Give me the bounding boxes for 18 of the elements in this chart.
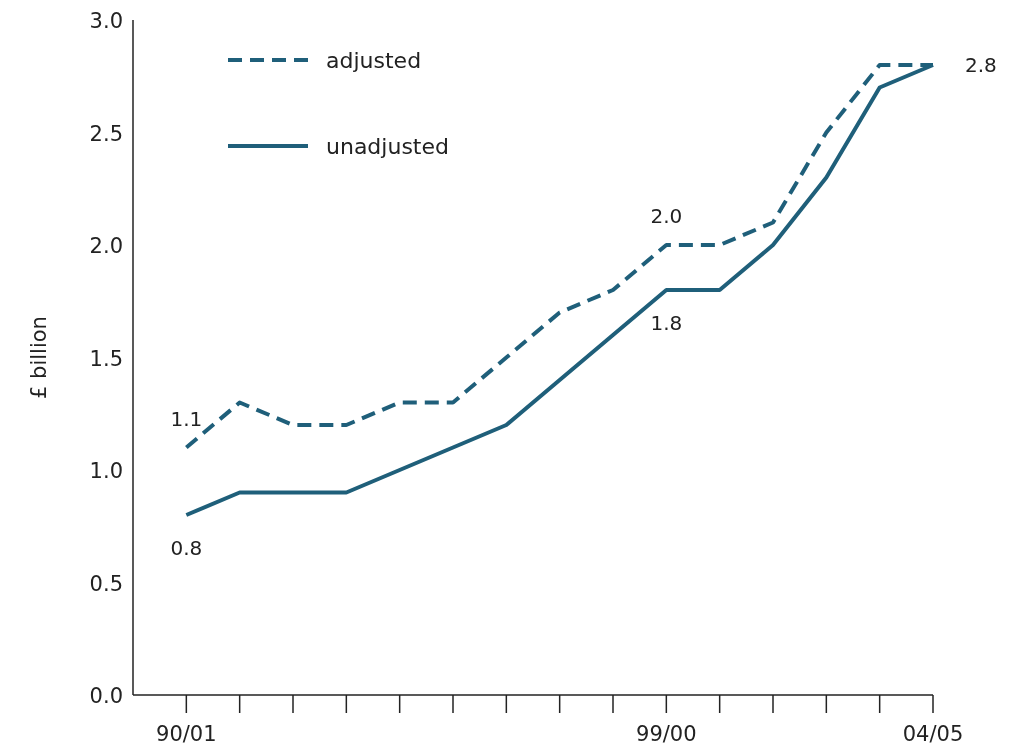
y-axis-title: £ billion (27, 316, 51, 399)
legend-label: adjusted (326, 48, 422, 73)
data-label: 1.1 (170, 406, 203, 431)
legend-label: unadjusted (326, 134, 449, 159)
y-tick-label: 0.5 (89, 571, 123, 596)
data-label: 2.8 (965, 53, 997, 77)
y-tick-label: 0.0 (89, 684, 123, 708)
data-label: 1.8 (650, 311, 683, 335)
data-label: 0.8 (170, 536, 203, 560)
y-tick-label: 2.5 (89, 121, 123, 146)
y-tick-label: 3.0 (89, 9, 123, 33)
y-tick-label: 2.0 (89, 234, 123, 258)
y-tick-label: 1.5 (89, 346, 123, 371)
y-tick-label: 1.0 (89, 459, 123, 483)
x-tick-label: 99/00 (636, 722, 697, 746)
data-label: 2.0 (650, 204, 683, 228)
x-tick-label: 04/05 (902, 722, 964, 746)
x-tick-label: 90/01 (156, 722, 217, 746)
